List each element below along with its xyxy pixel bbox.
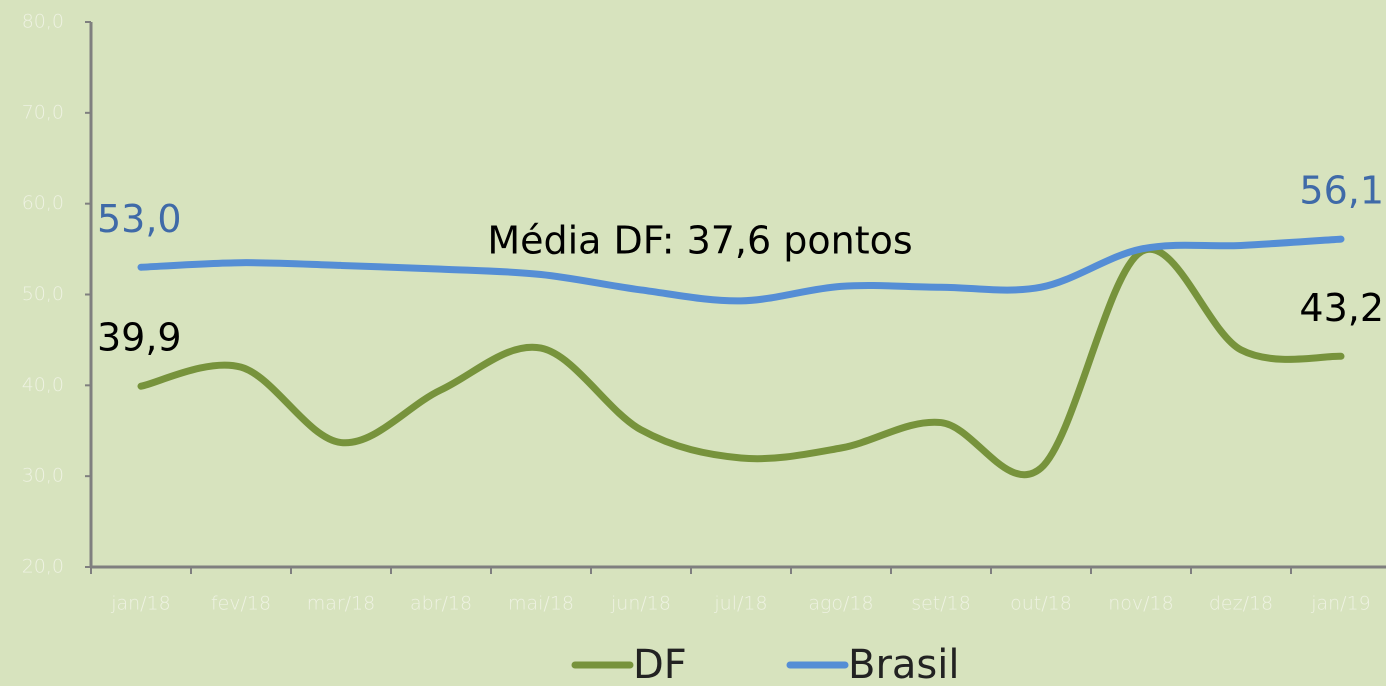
data-label: 56,1 — [1299, 169, 1384, 213]
x-tick-label: nov/18 — [1108, 593, 1174, 615]
x-tick-label: out/18 — [1010, 593, 1072, 615]
x-tick-label: fev/18 — [211, 593, 271, 615]
y-tick-label: 20,0 — [22, 556, 64, 578]
x-tick-label: jul/18 — [713, 593, 767, 615]
x-tick-label: jan/18 — [110, 593, 171, 615]
x-tick-label: mai/18 — [508, 593, 574, 615]
y-tick-label: 40,0 — [22, 374, 64, 396]
x-tick-label: jun/18 — [610, 593, 671, 615]
x-tick-label: set/18 — [911, 593, 971, 615]
x-tick-label: dez/18 — [1209, 593, 1273, 615]
y-tick-label: 50,0 — [22, 283, 64, 305]
x-tick-label: mar/18 — [307, 593, 376, 615]
x-tick-label: jan/19 — [1310, 593, 1371, 615]
legend-label: Brasil — [848, 642, 959, 686]
y-tick-label: 30,0 — [22, 465, 64, 487]
y-tick-label: 80,0 — [22, 11, 64, 33]
data-label: 39,9 — [97, 316, 182, 360]
data-label: 53,0 — [97, 197, 182, 241]
legend-label: DF — [633, 642, 687, 686]
x-tick-label: ago/18 — [808, 593, 873, 615]
annotation: Média DF: 37,6 pontos — [487, 219, 912, 263]
series-line — [137, 235, 1345, 305]
y-tick-label: 60,0 — [22, 192, 64, 214]
x-tick-label: abr/18 — [410, 593, 472, 615]
y-tick-label: 70,0 — [22, 101, 64, 123]
data-label: 43,2 — [1299, 286, 1384, 330]
